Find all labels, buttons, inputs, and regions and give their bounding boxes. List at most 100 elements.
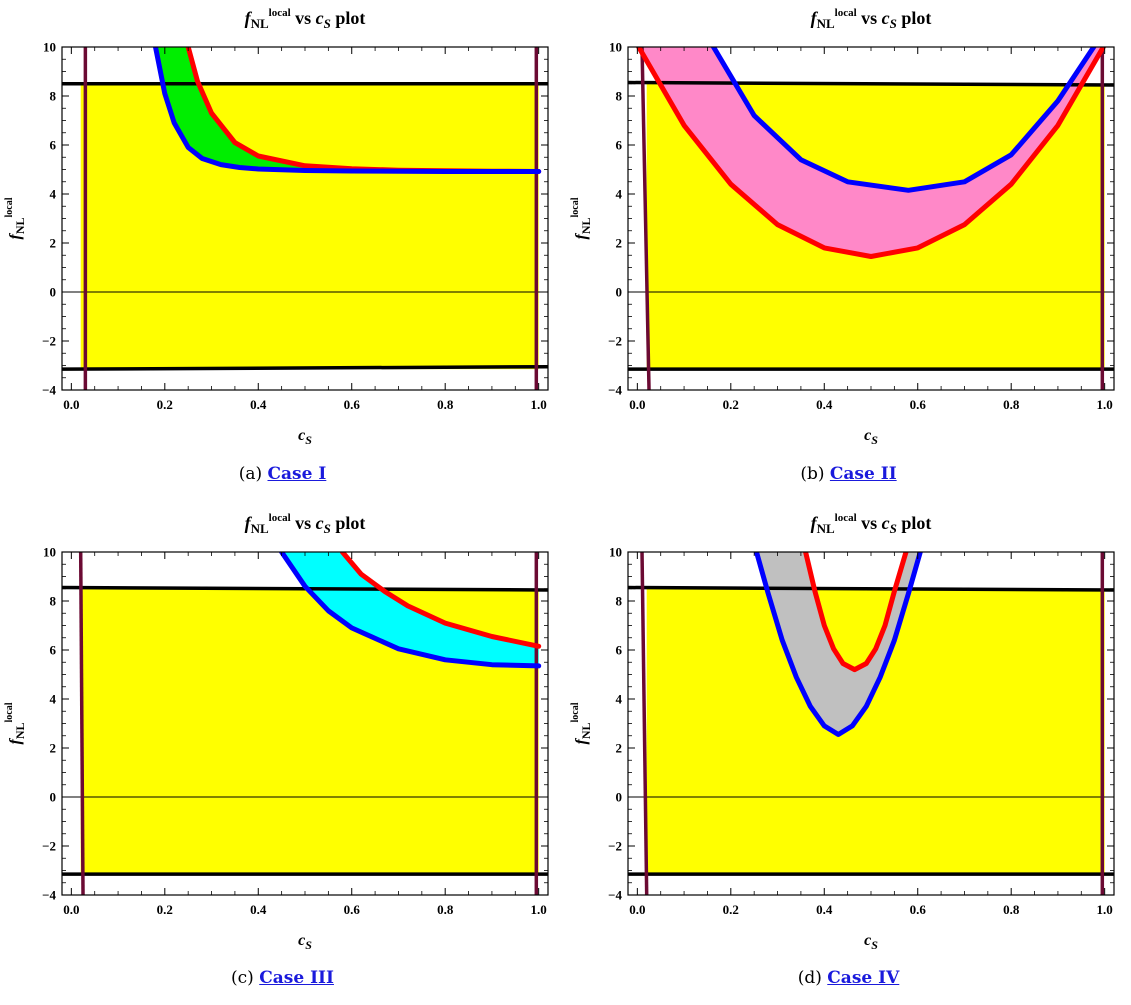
y-tick-label: 4 bbox=[616, 692, 623, 707]
y-tick-label: −4 bbox=[42, 383, 56, 398]
series-line-blue bbox=[754, 552, 923, 737]
y-tick-label: 4 bbox=[616, 187, 623, 202]
panel-case-1: fNLlocal vs cS plot 0.0 0.2 0.4 0.6 0.8 1.0 −4 −… bbox=[0, 0, 565, 500]
x-tick-label: 0.8 bbox=[437, 902, 454, 917]
caption-prefix: (b) bbox=[800, 464, 825, 484]
x-tick-label: 0.2 bbox=[157, 397, 173, 412]
horizontal-bound-upper bbox=[628, 585, 1114, 592]
case-2-link[interactable]: Case II bbox=[829, 464, 897, 484]
caption-prefix: (c) bbox=[231, 968, 254, 988]
y-tick-label: 4 bbox=[50, 692, 57, 707]
series-line-blue bbox=[153, 47, 542, 174]
series-line-red bbox=[803, 552, 909, 673]
caption-case-2: (b) Case II bbox=[566, 464, 1131, 484]
x-tick-label: 1.0 bbox=[531, 902, 547, 917]
chart-case-3: fNLlocal vs cS plot 0.0 0.2 0.4 0.6 0.8 1.0 −4 −… bbox=[4, 512, 549, 952]
x-tick-label: 0.4 bbox=[816, 902, 833, 917]
x-tick-label: 1.0 bbox=[531, 397, 547, 412]
plot-area bbox=[628, 552, 1114, 895]
y-tick-label: 10 bbox=[43, 40, 56, 55]
y-tick-label: 0 bbox=[50, 790, 57, 805]
x-axis-label: cS bbox=[864, 427, 878, 447]
plot-area bbox=[62, 552, 548, 895]
vertical-bound-left bbox=[640, 47, 651, 390]
series-line-blue bbox=[279, 552, 542, 669]
case-1-link[interactable]: Case I bbox=[267, 464, 327, 484]
x-tick-label: 1.0 bbox=[1097, 902, 1113, 917]
y-tick-label: 0 bbox=[616, 790, 623, 805]
y-tick-label: 0 bbox=[616, 285, 623, 300]
panel-case-4: fNLlocal vs cS plot 0.0 0.2 0.4 0.6 0.8 1.0 −4 −… bbox=[566, 505, 1131, 1005]
series-line-red bbox=[339, 552, 542, 649]
x-tick-label: 0.8 bbox=[437, 397, 454, 412]
caption-prefix: (a) bbox=[238, 464, 263, 484]
y-tick-label: 2 bbox=[616, 741, 623, 756]
plot-area bbox=[628, 47, 1114, 390]
x-tick-label: 0.8 bbox=[1003, 397, 1020, 412]
x-tick-label: 0.0 bbox=[629, 902, 645, 917]
y-tick-label: 6 bbox=[50, 138, 57, 153]
y-tick-label: 6 bbox=[616, 643, 623, 658]
vertical-bound-left bbox=[78, 552, 85, 895]
plot-area bbox=[62, 47, 548, 390]
x-tick-label: 1.0 bbox=[1097, 397, 1113, 412]
y-tick-label: −4 bbox=[42, 888, 56, 903]
y-axis-label: fNLlocal bbox=[4, 197, 27, 239]
y-tick-label: 0 bbox=[50, 285, 57, 300]
chart-case-2: fNLlocal vs cS plot 0.0 0.2 0.4 0.6 0.8 1.0 −4 −… bbox=[570, 7, 1115, 447]
x-tick-label: 0.6 bbox=[910, 902, 927, 917]
x-axis-label: cS bbox=[864, 932, 878, 952]
x-tick-label: 0.0 bbox=[629, 397, 645, 412]
band-fill bbox=[756, 552, 921, 735]
y-tick-label: −2 bbox=[42, 334, 56, 349]
horizontal-bound-lower bbox=[62, 364, 548, 371]
chart-case-1: fNLlocal vs cS plot 0.0 0.2 0.4 0.6 0.8 1.0 −4 −… bbox=[4, 7, 549, 447]
y-tick-label: 8 bbox=[50, 89, 57, 104]
caption-case-3: (c) Case III bbox=[0, 968, 565, 988]
y-tick-label: −2 bbox=[42, 839, 56, 854]
x-tick-label: 0.6 bbox=[344, 397, 361, 412]
y-tick-label: 10 bbox=[609, 40, 622, 55]
caption-prefix: (d) bbox=[797, 968, 822, 988]
chart-title: fNLlocal vs cS plot bbox=[811, 7, 932, 31]
x-tick-label: 0.2 bbox=[157, 902, 173, 917]
x-tick-label: 0.6 bbox=[344, 902, 361, 917]
caption-case-1: (a) Case I bbox=[0, 464, 565, 484]
x-axis-label: cS bbox=[298, 932, 312, 952]
y-tick-label: 6 bbox=[50, 643, 57, 658]
y-tick-label: 6 bbox=[616, 138, 623, 153]
allowed-region bbox=[80, 83, 539, 370]
chart-title: fNLlocal vs cS plot bbox=[245, 7, 366, 31]
chart-title: fNLlocal vs cS plot bbox=[245, 512, 366, 536]
panel-case-3: fNLlocal vs cS plot 0.0 0.2 0.4 0.6 0.8 1.0 −4 −… bbox=[0, 505, 565, 1005]
x-tick-label: 0.4 bbox=[250, 397, 267, 412]
y-tick-label: −4 bbox=[608, 888, 622, 903]
y-tick-label: 4 bbox=[50, 187, 57, 202]
y-tick-label: −4 bbox=[608, 383, 622, 398]
y-tick-label: 2 bbox=[50, 741, 57, 756]
chart-case-4: fNLlocal vs cS plot 0.0 0.2 0.4 0.6 0.8 1.0 −4 −… bbox=[570, 512, 1115, 952]
case-4-link[interactable]: Case IV bbox=[827, 968, 900, 988]
allowed-region bbox=[646, 588, 1105, 875]
y-tick-label: 10 bbox=[609, 545, 622, 560]
y-tick-label: 8 bbox=[616, 89, 623, 104]
y-tick-label: 8 bbox=[50, 594, 57, 609]
case-3-link[interactable]: Case III bbox=[259, 968, 334, 988]
caption-case-4: (d) Case IV bbox=[566, 968, 1131, 988]
series-line-red bbox=[635, 47, 1107, 259]
y-axis-label: fNLlocal bbox=[570, 197, 593, 239]
x-tick-label: 0.2 bbox=[723, 902, 739, 917]
x-tick-label: 0.8 bbox=[1003, 902, 1020, 917]
x-tick-label: 0.4 bbox=[816, 397, 833, 412]
y-tick-label: 10 bbox=[43, 545, 56, 560]
y-tick-label: −2 bbox=[608, 334, 622, 349]
y-axis-label: fNLlocal bbox=[570, 702, 593, 744]
chart-title: fNLlocal vs cS plot bbox=[811, 512, 932, 536]
panel-case-2: fNLlocal vs cS plot 0.0 0.2 0.4 0.6 0.8 1.0 −4 −… bbox=[566, 0, 1131, 500]
y-axis-label: fNLlocal bbox=[4, 702, 27, 744]
x-tick-label: 0.0 bbox=[63, 397, 79, 412]
x-tick-label: 0.4 bbox=[250, 902, 267, 917]
series-line-blue bbox=[710, 47, 1097, 193]
horizontal-bound-upper bbox=[628, 80, 1114, 87]
vertical-bound-left bbox=[640, 552, 649, 895]
